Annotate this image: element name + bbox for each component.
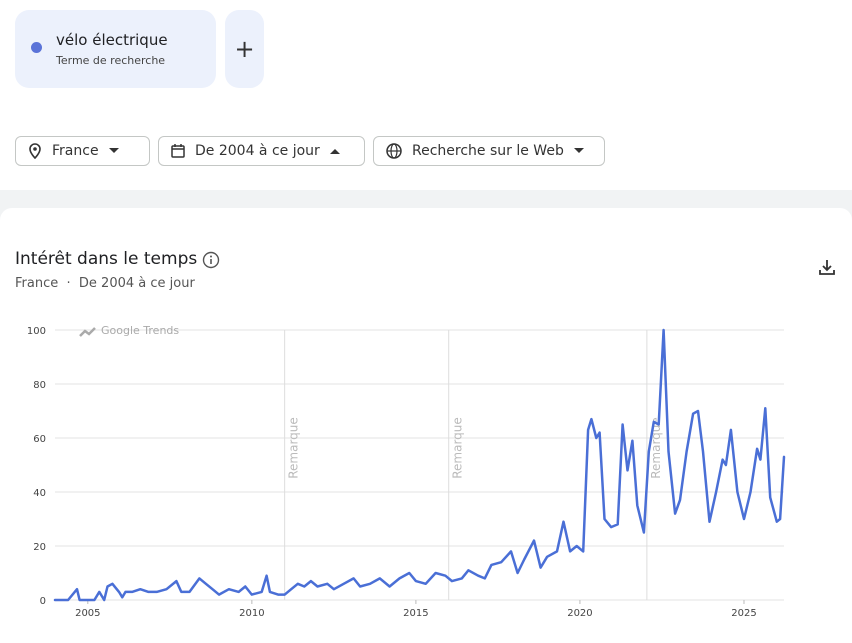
annotation-label: Remarque <box>649 417 663 479</box>
watermark: Google Trends <box>101 324 179 337</box>
panel-region: France <box>15 276 59 291</box>
info-icon[interactable] <box>202 251 220 269</box>
series-line <box>53 328 786 602</box>
term: vélo électrique <box>56 31 168 49</box>
annotation-label: Remarque <box>451 417 465 479</box>
period-filter[interactable]: De 2004 à ce jour <box>158 136 365 166</box>
source: Recherche sur le Web <box>412 143 564 159</box>
panel-period: De 2004 à ce jour <box>78 276 195 291</box>
caret <box>573 148 584 153</box>
watermark-icon <box>79 327 96 337</box>
x-tick-label: 2025 <box>731 608 756 619</box>
download-icon[interactable] <box>818 258 836 276</box>
term-card[interactable]: vélo électrique Terme de recherche <box>15 10 216 88</box>
globe-icon <box>386 143 402 159</box>
calendar-icon <box>171 144 185 158</box>
y-tick-label: 0 <box>40 596 46 607</box>
term-subtitle: Terme de recherche <box>56 54 166 67</box>
y-tick-label: 20 <box>33 542 46 553</box>
pin-icon <box>29 143 41 159</box>
source-filter[interactable]: Recherche sur le Web <box>373 136 605 166</box>
period: De 2004 à ce jour <box>195 143 320 159</box>
panel-subtitle: France · De 2004 à ce jour <box>15 276 195 291</box>
x-tick-label: 2015 <box>403 608 428 619</box>
x-tick-label: 2005 <box>75 608 100 619</box>
panel-title: Intérêt dans le temps <box>15 249 198 269</box>
region-filter[interactable]: France <box>15 136 150 166</box>
series-dot <box>31 42 42 53</box>
add-term[interactable]: + <box>225 10 264 88</box>
chart-panel <box>0 208 852 643</box>
x-tick-label: 2020 <box>567 608 592 619</box>
y-tick-label: 60 <box>33 434 46 445</box>
y-tick-label: 80 <box>33 380 46 391</box>
chart: 0 20 40 60 80 100 2005 2010 2015 2020 2025 Remarque… <box>27 324 786 619</box>
y-tick-label: 100 <box>27 326 46 337</box>
y-tick-label: 40 <box>33 488 46 499</box>
caret <box>108 148 119 153</box>
x-tick-label: 2010 <box>239 608 264 619</box>
region: France <box>52 143 99 159</box>
annotation-label: Remarque <box>287 417 301 479</box>
caret <box>329 149 340 154</box>
